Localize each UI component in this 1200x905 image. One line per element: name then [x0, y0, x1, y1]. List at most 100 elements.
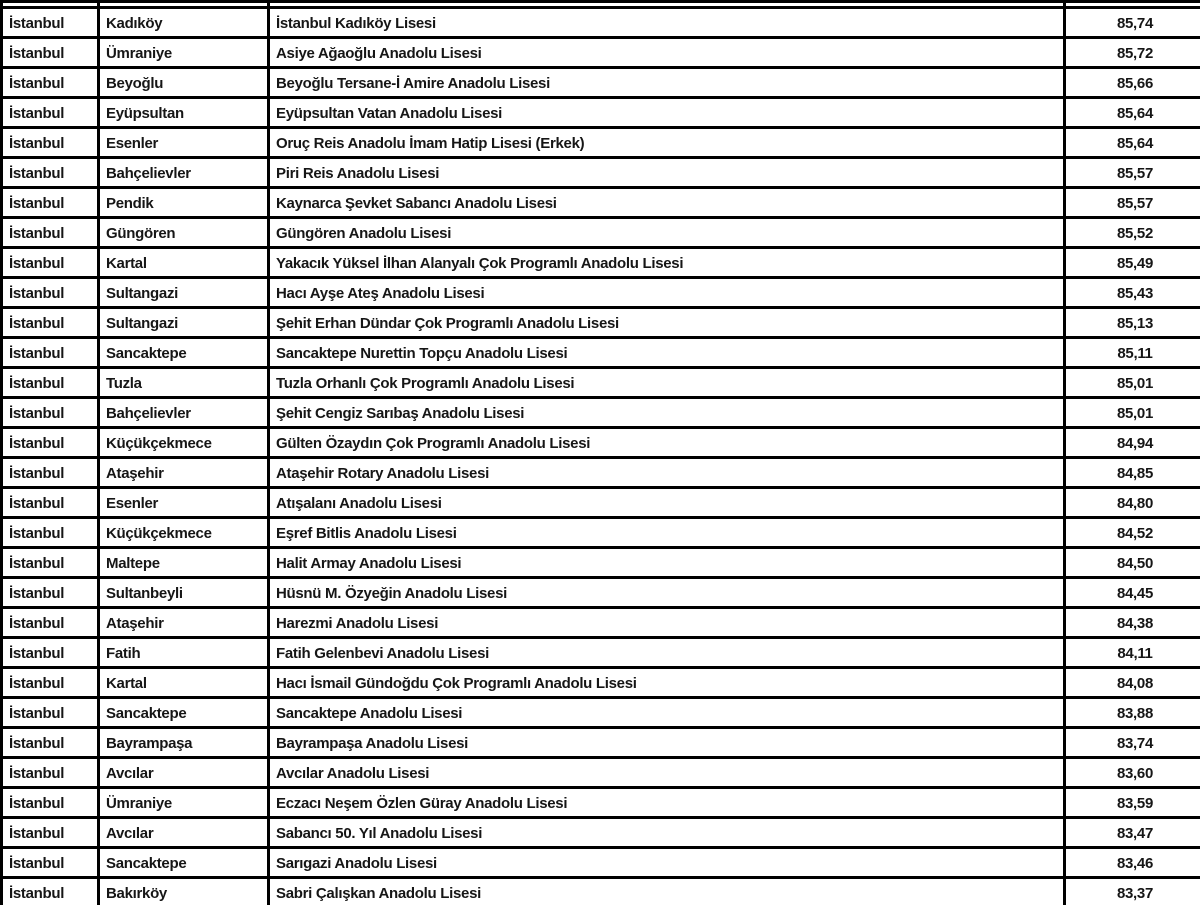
cell-district: Fatih: [97, 636, 270, 669]
cell-city: İstanbul: [0, 726, 100, 759]
cell-city: İstanbul: [0, 696, 100, 729]
cell-school: Bayrampaşa Anadolu Lisesi: [267, 726, 1066, 759]
table-row: İstanbul Bayrampaşa Bayrampaşa Anadolu L…: [0, 726, 1200, 759]
table-row: İstanbul Pendik Kaynarca Şevket Sabancı …: [0, 186, 1200, 219]
cell-district: Bakırköy: [97, 876, 270, 905]
cell-school: Sabancı 50. Yıl Anadolu Lisesi: [267, 816, 1066, 849]
cell-district: Sultangazi: [97, 276, 270, 309]
cell-city: İstanbul: [0, 756, 100, 789]
cell-score: 85,57: [1063, 186, 1200, 219]
table-row: İstanbul Küçükçekmece Gülten Özaydın Çok…: [0, 426, 1200, 459]
cell-district: Ümraniye: [97, 36, 270, 69]
cell-district: Bahçelievler: [97, 396, 270, 429]
cell-district: Ataşehir: [97, 456, 270, 489]
cell-score: 83,37: [1063, 876, 1200, 905]
table-row: İstanbul Küçükçekmece Eşref Bitlis Anado…: [0, 516, 1200, 549]
cell-score: 85,11: [1063, 336, 1200, 369]
cell-score: 85,01: [1063, 396, 1200, 429]
cell-city: İstanbul: [0, 426, 100, 459]
cell-school: Sancaktepe Nurettin Topçu Anadolu Lisesi: [267, 336, 1066, 369]
cell-district: Kadıköy: [97, 6, 270, 39]
cell-district: Güngören: [97, 216, 270, 249]
cell-city: İstanbul: [0, 396, 100, 429]
cell-district: Sultangazi: [97, 306, 270, 339]
clipped-cell: [267, 0, 1066, 9]
cell-district: Bayrampaşa: [97, 726, 270, 759]
table-row: İstanbul Avcılar Avcılar Anadolu Lisesi …: [0, 756, 1200, 789]
cell-score: 84,80: [1063, 486, 1200, 519]
table-row: İstanbul Ataşehir Harezmi Anadolu Lisesi…: [0, 606, 1200, 639]
cell-score: 84,45: [1063, 576, 1200, 609]
table-row: İstanbul Tuzla Tuzla Orhanlı Çok Program…: [0, 366, 1200, 399]
cell-city: İstanbul: [0, 846, 100, 879]
cell-score: 84,38: [1063, 606, 1200, 639]
cell-school: Eczacı Neşem Özlen Güray Anadolu Lisesi: [267, 786, 1066, 819]
cell-city: İstanbul: [0, 276, 100, 309]
table-row: İstanbul Kartal Hacı İsmail Gündoğdu Çok…: [0, 666, 1200, 699]
cell-score: 85,13: [1063, 306, 1200, 339]
cell-district: Avcılar: [97, 816, 270, 849]
cell-district: Küçükçekmece: [97, 516, 270, 549]
cell-score: 83,59: [1063, 786, 1200, 819]
cell-score: 85,01: [1063, 366, 1200, 399]
clipped-row-top: [0, 0, 1200, 9]
cell-district: Maltepe: [97, 546, 270, 579]
cell-school: Asiye Ağaoğlu Anadolu Lisesi: [267, 36, 1066, 69]
cell-school: Eşref Bitlis Anadolu Lisesi: [267, 516, 1066, 549]
table-row: İstanbul Avcılar Sabancı 50. Yıl Anadolu…: [0, 816, 1200, 849]
cell-district: Beyoğlu: [97, 66, 270, 99]
cell-city: İstanbul: [0, 216, 100, 249]
table-row: İstanbul Sancaktepe Sancaktepe Anadolu L…: [0, 696, 1200, 729]
cell-district: Sancaktepe: [97, 846, 270, 879]
cell-district: Avcılar: [97, 756, 270, 789]
cell-district: Esenler: [97, 486, 270, 519]
table-row: İstanbul Ümraniye Asiye Ağaoğlu Anadolu …: [0, 36, 1200, 69]
cell-school: Fatih Gelenbevi Anadolu Lisesi: [267, 636, 1066, 669]
cell-school: Beyoğlu Tersane-İ Amire Anadolu Lisesi: [267, 66, 1066, 99]
cell-district: Kartal: [97, 246, 270, 279]
table-row: İstanbul Kartal Yakacık Yüksel İlhan Ala…: [0, 246, 1200, 279]
cell-school: Sarıgazi Anadolu Lisesi: [267, 846, 1066, 879]
cell-city: İstanbul: [0, 126, 100, 159]
clipped-cell: [1063, 0, 1200, 9]
cell-score: 85,49: [1063, 246, 1200, 279]
cell-school: Yakacık Yüksel İlhan Alanyalı Çok Progra…: [267, 246, 1066, 279]
cell-city: İstanbul: [0, 666, 100, 699]
cell-district: Sancaktepe: [97, 336, 270, 369]
cell-school: Güngören Anadolu Lisesi: [267, 216, 1066, 249]
cell-city: İstanbul: [0, 66, 100, 99]
cell-school: Kaynarca Şevket Sabancı Anadolu Lisesi: [267, 186, 1066, 219]
cell-city: İstanbul: [0, 366, 100, 399]
table-row: İstanbul Ümraniye Eczacı Neşem Özlen Gür…: [0, 786, 1200, 819]
cell-city: İstanbul: [0, 576, 100, 609]
table-row: İstanbul Esenler Oruç Reis Anadolu İmam …: [0, 126, 1200, 159]
cell-score: 85,64: [1063, 126, 1200, 159]
clipped-cell: [97, 0, 270, 9]
cell-score: 84,08: [1063, 666, 1200, 699]
table-row: İstanbul Ataşehir Ataşehir Rotary Anadol…: [0, 456, 1200, 489]
cell-score: 84,52: [1063, 516, 1200, 549]
table-row: İstanbul Sultanbeyli Hüsnü M. Özyeğin An…: [0, 576, 1200, 609]
cell-school: Hacı Ayşe Ateş Anadolu Lisesi: [267, 276, 1066, 309]
cell-school: Eyüpsultan Vatan Anadolu Lisesi: [267, 96, 1066, 129]
cell-school: Hacı İsmail Gündoğdu Çok Programlı Anado…: [267, 666, 1066, 699]
cell-school: Oruç Reis Anadolu İmam Hatip Lisesi (Erk…: [267, 126, 1066, 159]
cell-school: Piri Reis Anadolu Lisesi: [267, 156, 1066, 189]
cell-score: 85,66: [1063, 66, 1200, 99]
cell-score: 85,74: [1063, 6, 1200, 39]
table-row: İstanbul Maltepe Halit Armay Anadolu Lis…: [0, 546, 1200, 579]
table-row: İstanbul Beyoğlu Beyoğlu Tersane-İ Amire…: [0, 66, 1200, 99]
cell-district: Kartal: [97, 666, 270, 699]
table-row: İstanbul Güngören Güngören Anadolu Lises…: [0, 216, 1200, 249]
cell-score: 83,60: [1063, 756, 1200, 789]
cell-district: Pendik: [97, 186, 270, 219]
table-row: İstanbul Esenler Atışalanı Anadolu Lises…: [0, 486, 1200, 519]
cell-city: İstanbul: [0, 486, 100, 519]
cell-city: İstanbul: [0, 186, 100, 219]
cell-school: Sancaktepe Anadolu Lisesi: [267, 696, 1066, 729]
cell-score: 83,47: [1063, 816, 1200, 849]
table-row: İstanbul Sultangazi Hacı Ayşe Ateş Anado…: [0, 276, 1200, 309]
